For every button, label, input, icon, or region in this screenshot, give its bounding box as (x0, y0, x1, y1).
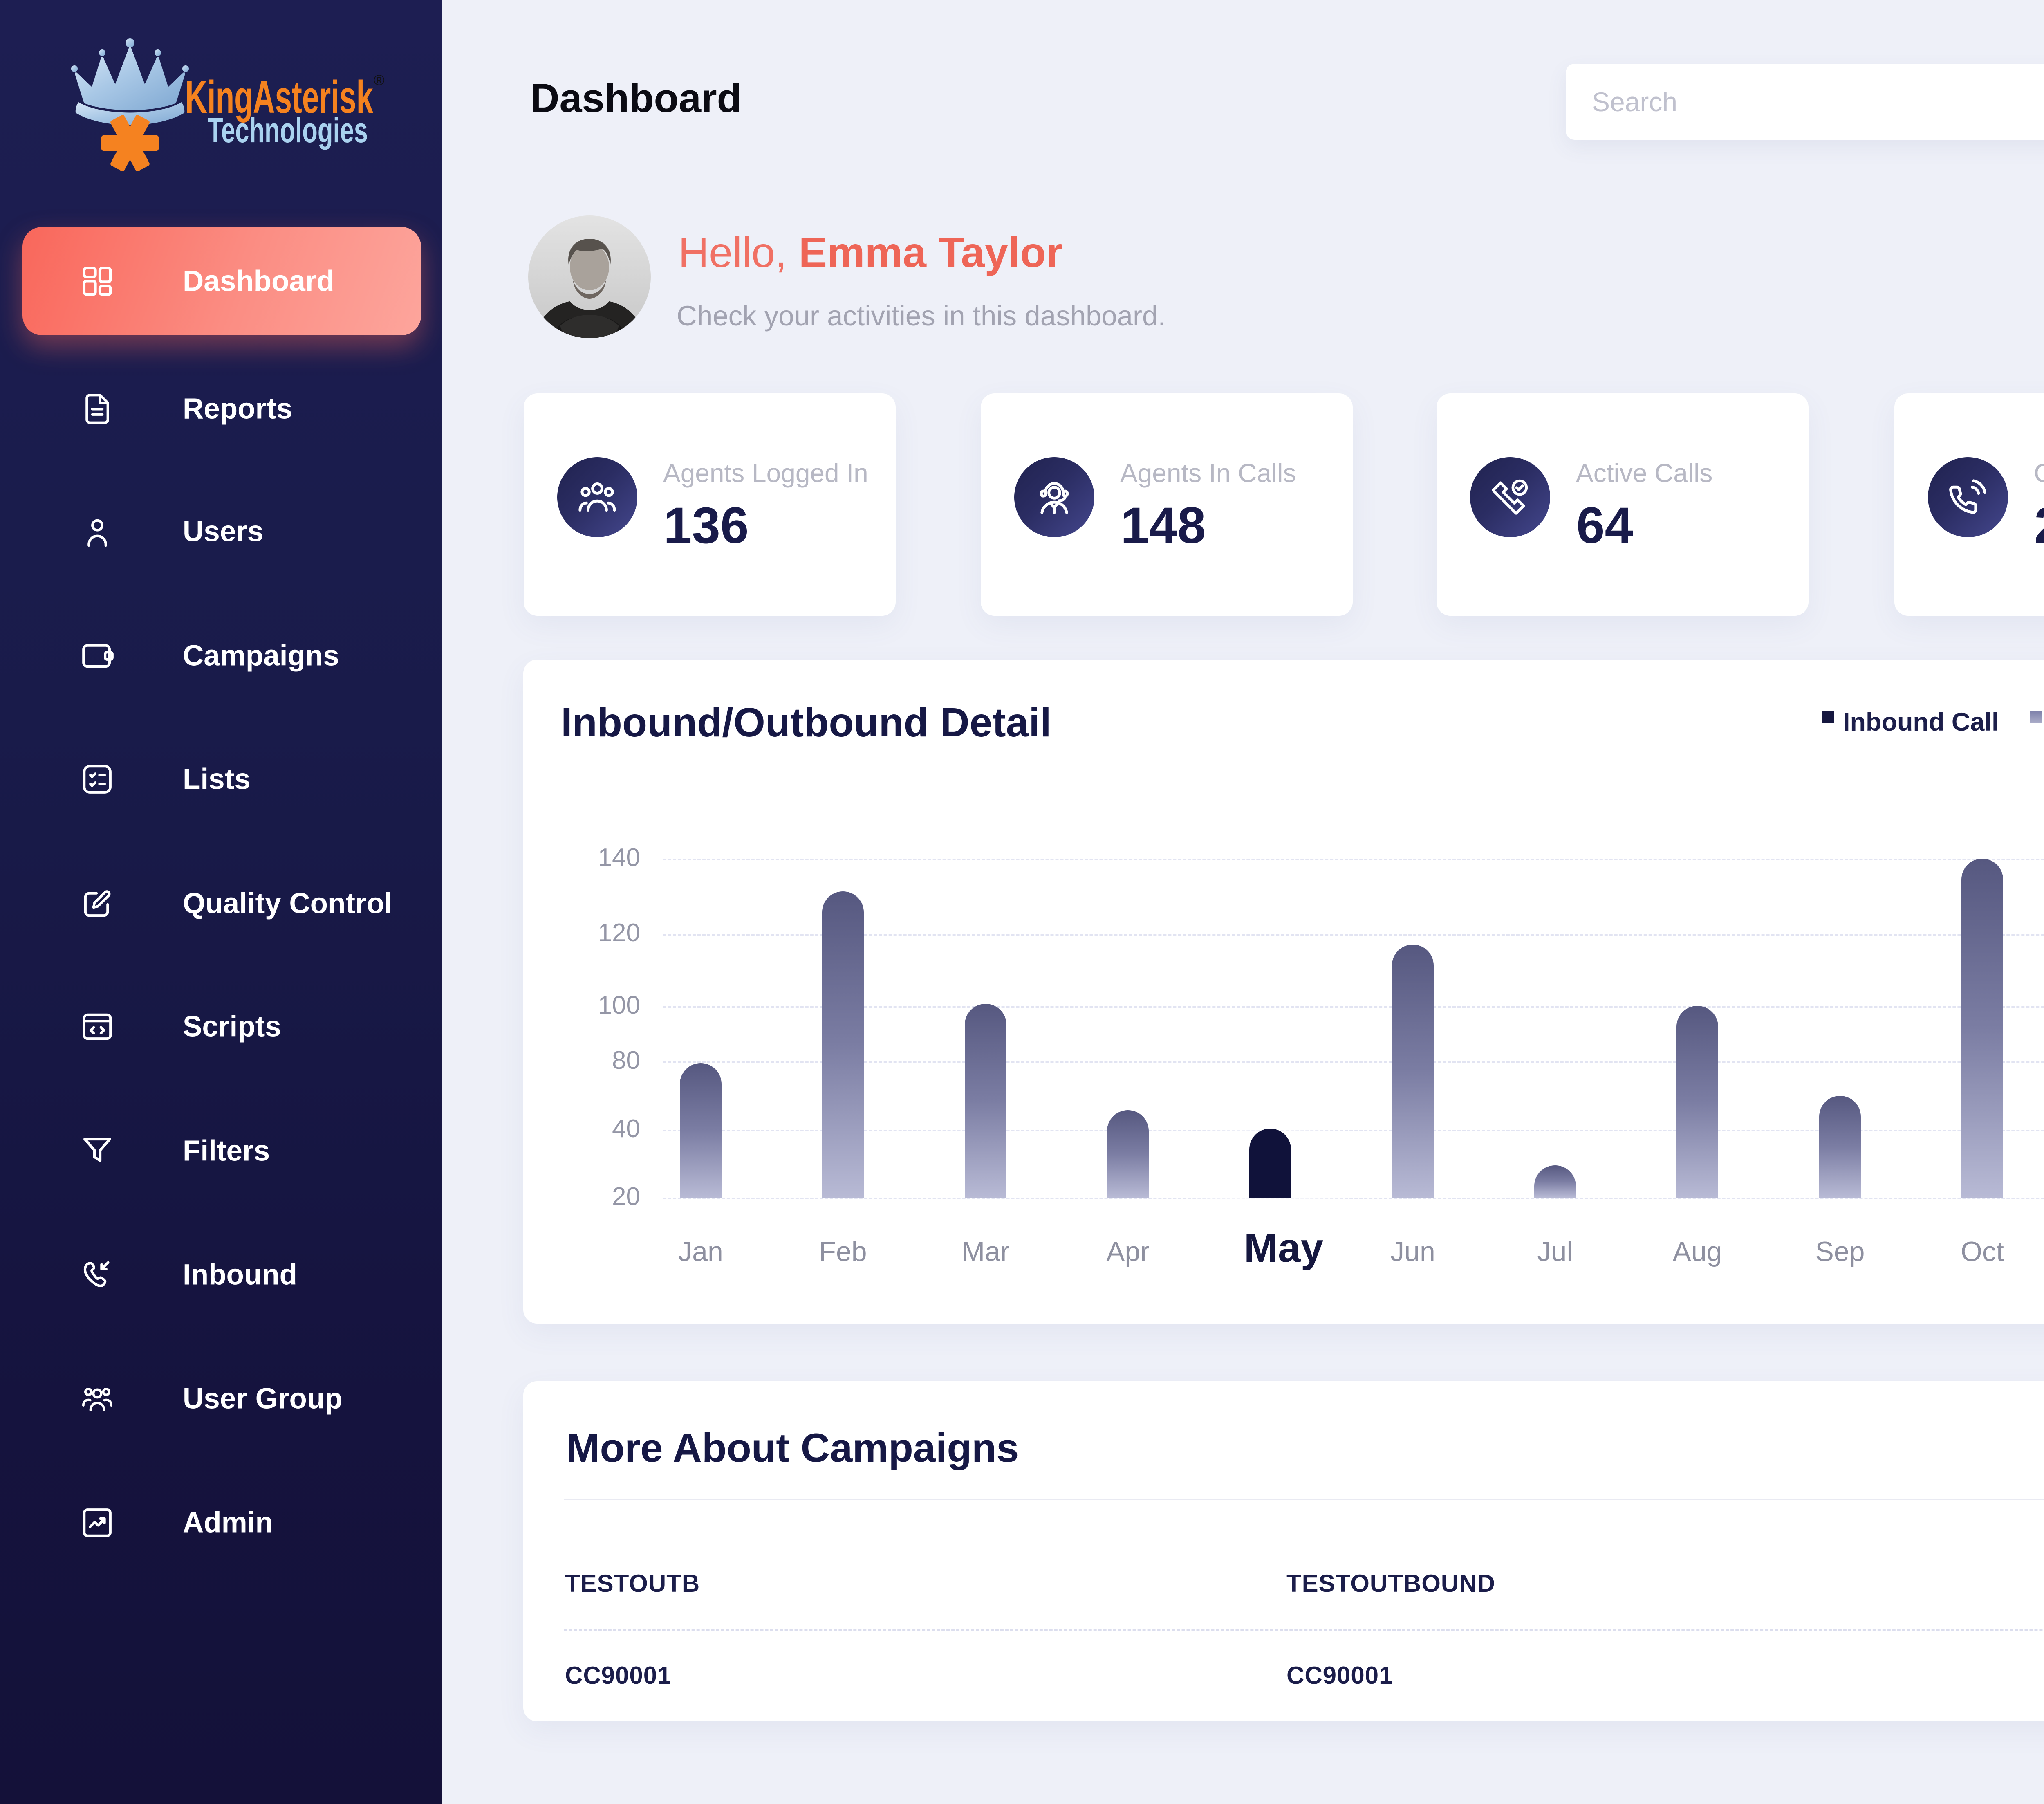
svg-text:®: ® (374, 72, 385, 88)
svg-text:Technologies: Technologies (208, 111, 368, 150)
svg-text:KingAsterisk: KingAsterisk (185, 72, 373, 123)
